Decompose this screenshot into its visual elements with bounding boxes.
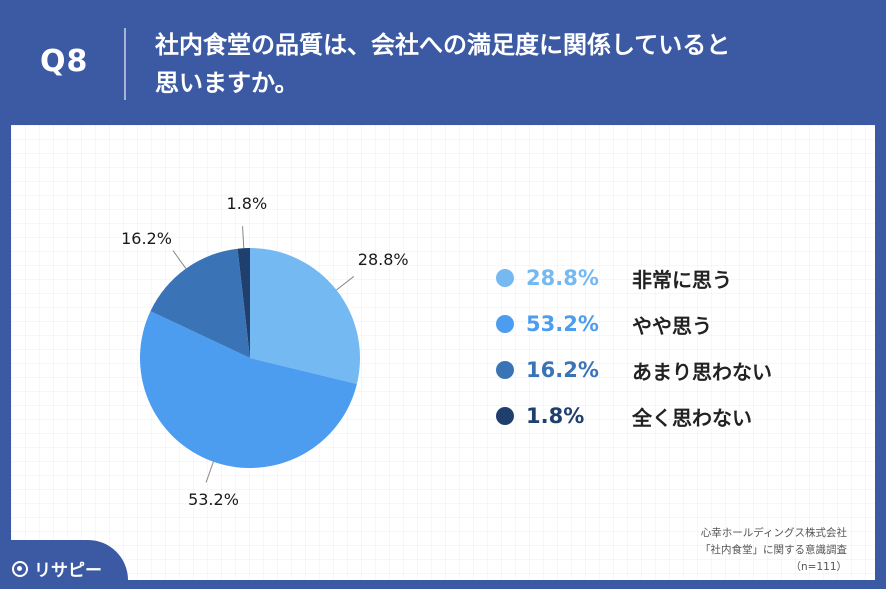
question-text: 社内食堂の品質は、会社への満足度に関係していると 思いますか。 (155, 26, 855, 102)
legend-value: 28.8% (526, 266, 599, 290)
logo-text: リサピー (34, 561, 102, 581)
legend-item: 16.2% あまり思わない (496, 347, 772, 393)
pie-data-label: 53.2% (188, 490, 239, 510)
source-sample: （n=111） (790, 561, 848, 573)
pie-slice (150, 248, 250, 358)
legend-value: 1.8% (526, 404, 585, 428)
legend-dot (496, 269, 514, 287)
pie-data-label: 28.8% (357, 250, 409, 270)
pie-slice (237, 248, 250, 358)
leader-line (205, 461, 214, 483)
legend-item: 28.8% 非常に思う (496, 255, 772, 301)
question-line-1: 社内食堂の品質は、会社への満足度に関係していると (155, 31, 731, 59)
pie-data-label: 16.2% (121, 228, 172, 248)
leader-line (172, 250, 187, 269)
brand-logo: リサピー (12, 556, 102, 581)
source-company: 心幸ホールディングス株式会社 (700, 527, 847, 539)
leader-line (242, 226, 245, 249)
legend-item: 53.2% やや思う (496, 301, 772, 347)
legend: 28.8% 非常に思う 53.2% やや思う 16.2% あまり思わない 1.8… (496, 255, 772, 439)
question-line-2: 思いますか。 (155, 69, 299, 97)
legend-item: 1.8% 全く思わない (496, 393, 772, 439)
header-divider (124, 28, 126, 100)
question-header: Q8 社内食堂の品質は、会社への満足度に関係していると 思いますか。 (0, 0, 886, 125)
pie-data-label: 1.8% (226, 194, 268, 214)
legend-dot (496, 315, 514, 333)
source-survey: 「社内食堂」に関する意識調査 (700, 544, 847, 556)
pie-chart (139, 226, 360, 483)
legend-label: 非常に思う (632, 267, 732, 292)
legend-value: 53.2% (526, 312, 599, 336)
legend-label: やや思う (632, 313, 712, 338)
pie-slice (139, 311, 357, 469)
leader-line (336, 276, 355, 291)
legend-label: あまり思わない (632, 359, 772, 384)
chart-card: 28.8% 53.2% 16.2% 1.8% 28.8% 非常に思う 53.2% やや… (11, 125, 875, 580)
legend-label: 全く思わない (632, 405, 752, 430)
legend-value: 16.2% (526, 358, 599, 382)
legend-dot (496, 361, 514, 379)
pie-slice (250, 248, 360, 385)
map-pin-icon (12, 560, 28, 577)
legend-dot (496, 407, 514, 425)
question-number: Q8 (40, 44, 89, 79)
source-note: 心幸ホールディングス株式会社 「社内食堂」に関する意識調査 （n=111） (700, 525, 847, 576)
